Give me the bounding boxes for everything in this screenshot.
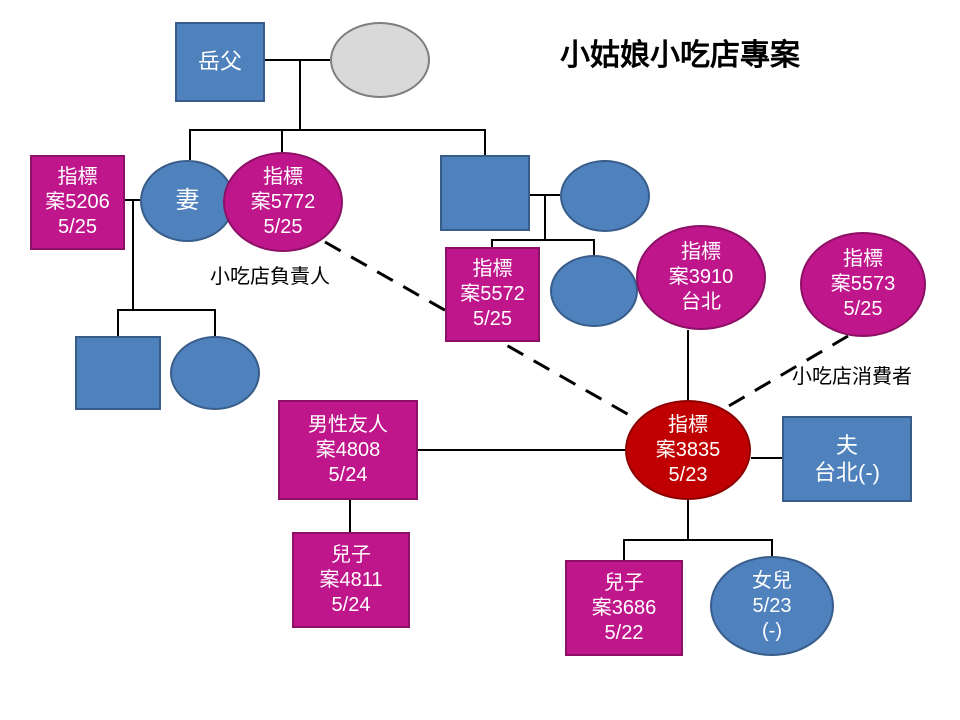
node-gchild_m [75,336,161,410]
node-mother_in_law [330,22,430,98]
node-case5572: 指標 案5572 5/25 [445,247,540,342]
node-case5573: 指標 案5573 5/25 [800,232,926,337]
node-son3686: 兒子 案3686 5/22 [565,560,683,656]
node-male_friend: 男性友人 案4808 5/24 [278,400,418,500]
node-sibling_f [560,160,650,232]
node-gchild_f [170,336,260,410]
node-case3835: 指標 案3835 5/23 [625,400,751,500]
diagram-title: 小姑娘小吃店專案 [560,30,800,74]
label-shop-owner: 小吃店負責人 [210,260,330,289]
node-wife: 妻 [140,160,235,242]
node-sibling_m [440,155,530,231]
node-daughter: 女兒 5/23 (-) [710,556,834,656]
node-case5206: 指標 案5206 5/25 [30,155,125,250]
node-neph_f [550,255,638,327]
node-son4811: 兒子 案4811 5/24 [292,532,410,628]
node-case3910: 指標 案3910 台北 [636,225,766,330]
node-father_in_law: 岳父 [175,22,265,102]
diagram-canvas: { "title": { "text": "小姑娘小吃店專案", "x": 56… [0,0,960,720]
node-case5772: 指標 案5772 5/25 [223,152,343,252]
node-husband: 夫 台北(-) [782,416,912,502]
label-shop-customer: 小吃店消費者 [792,360,912,389]
